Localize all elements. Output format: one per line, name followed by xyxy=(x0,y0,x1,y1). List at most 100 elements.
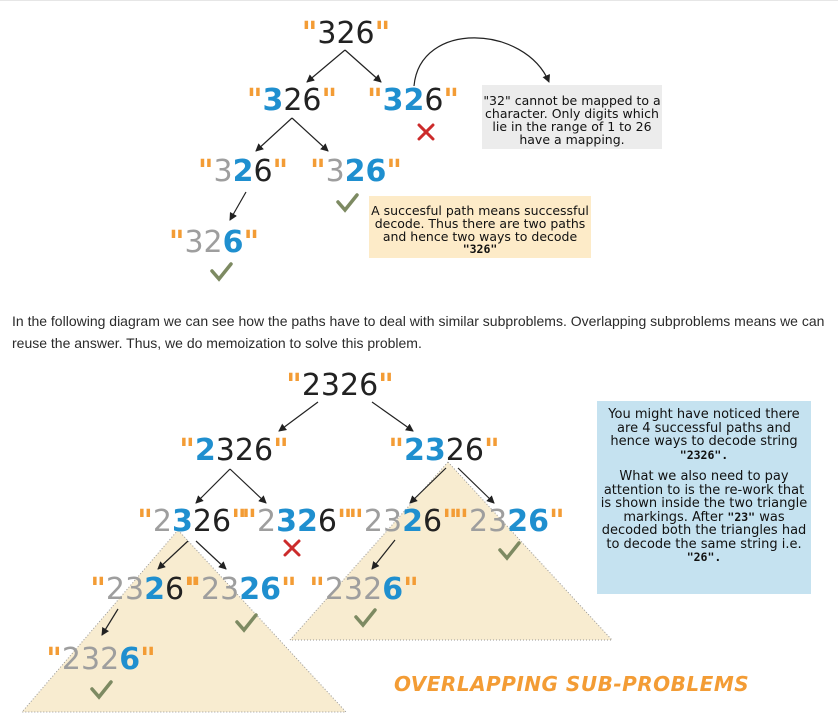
node-digit-done: 23 xyxy=(469,504,508,539)
quote-mark: " xyxy=(197,154,214,189)
tree-node: "2326" xyxy=(241,505,352,539)
quote-mark: " xyxy=(179,433,195,468)
tree-node: "2326" xyxy=(388,434,499,468)
node-digit-active: 6 xyxy=(382,572,404,607)
node-digit-done: 23 xyxy=(363,504,403,539)
tree-node: "2326" xyxy=(137,505,246,539)
cross-icon xyxy=(283,539,301,557)
note-line-code: "326" xyxy=(462,242,498,256)
node-digit-active: 6 xyxy=(222,225,244,260)
quote-mark: " xyxy=(483,433,500,468)
quote-mark: " xyxy=(273,433,289,468)
note-line-code: "26". xyxy=(686,550,722,564)
check-icon xyxy=(90,680,113,700)
note-line-code: "2326". xyxy=(679,447,729,462)
check-icon xyxy=(354,608,377,628)
curved-arrow xyxy=(413,37,550,87)
quote-mark: " xyxy=(321,83,338,118)
node-digit-active: 3 xyxy=(262,83,284,118)
node-text: 6 xyxy=(253,154,273,189)
quote-mark: " xyxy=(185,572,202,607)
note-invalid-bg xyxy=(482,85,662,149)
edge xyxy=(291,117,329,152)
node-text: 6 xyxy=(317,504,337,539)
note-line: are 4 successful paths and xyxy=(617,420,791,436)
quote-mark: " xyxy=(309,154,326,189)
note-line: hence ways to decode string xyxy=(610,434,798,449)
note-text: was xyxy=(755,509,785,525)
node-text: 6 xyxy=(424,83,444,118)
node-text: 326 xyxy=(317,16,375,51)
quote-mark: " xyxy=(403,572,419,607)
node-digit-active: 2 xyxy=(402,504,423,539)
node-text: 26 xyxy=(283,83,322,118)
note-line: and hence two ways to decode xyxy=(382,229,578,244)
quote-mark: " xyxy=(336,504,353,539)
note-line: You might have noticed there xyxy=(608,407,800,422)
node-digit-active: 2 xyxy=(144,572,165,607)
note-line: markings. After "23" was xyxy=(597,509,811,525)
quote-mark: " xyxy=(374,16,391,51)
node-text: 326 xyxy=(215,433,274,468)
node-digit-done: 2 xyxy=(257,504,277,539)
note-line: lie in the range of 1 to 26 xyxy=(492,119,652,134)
check-icon xyxy=(336,193,359,213)
node-digit-active: 26 xyxy=(344,154,387,189)
edge xyxy=(255,117,293,152)
tree-node: "2326" xyxy=(185,573,296,607)
quote-mark: " xyxy=(366,83,383,118)
check-icon xyxy=(210,262,233,282)
tree-node: "326" xyxy=(247,84,337,118)
check-icon xyxy=(235,613,258,633)
note-line: A succesful path means successful xyxy=(371,203,589,218)
quote-mark: " xyxy=(286,368,302,403)
explanation-paragraph: In the following diagram we can see how … xyxy=(12,313,825,351)
note-line: decoded both the triangles had xyxy=(601,523,807,538)
tree-node: "326" xyxy=(169,226,259,260)
quote-mark: " xyxy=(301,16,318,51)
quote-mark: " xyxy=(548,504,565,539)
node-digit-active: 32 xyxy=(382,83,425,118)
node-text: 2326 xyxy=(301,368,379,403)
node-text: 6 xyxy=(422,504,443,539)
node-digit-done: 23 xyxy=(201,572,240,607)
quote-mark: " xyxy=(168,225,185,260)
note-line: have a mapping. xyxy=(519,132,625,147)
note-line: to decode the same string i.e. xyxy=(606,536,802,552)
quote-mark: " xyxy=(231,504,247,539)
note-text: markings. After xyxy=(623,509,724,525)
overlap-triangle-left xyxy=(20,529,348,713)
edge xyxy=(371,539,396,570)
note-line: decode. Thus there are two paths xyxy=(374,216,586,231)
tree-node: "2326" xyxy=(46,643,155,677)
node-text: 26 xyxy=(445,433,484,468)
quote-mark: " xyxy=(46,642,62,677)
quote-mark: " xyxy=(443,83,460,118)
top-divider xyxy=(0,0,838,1)
node-digit-active: 6 xyxy=(119,642,141,677)
quote-mark: " xyxy=(280,572,297,607)
node-digit-active: 26 xyxy=(507,504,549,539)
tree-node: "2326" xyxy=(309,573,418,607)
node-digit-active: 3 xyxy=(172,504,193,539)
tree-node: "2326" xyxy=(179,434,288,468)
edge xyxy=(278,401,319,432)
edge xyxy=(195,468,231,504)
note-successful-path: A succesful path means successful decode… xyxy=(369,204,591,256)
note-overlap-explanation: You might have noticed there are 4 succe… xyxy=(597,408,811,565)
quote-mark: " xyxy=(453,504,470,539)
node-digit-active: 23 xyxy=(404,433,446,468)
tree-node: "326" xyxy=(367,84,459,118)
note-line: attention to is the re-work that xyxy=(603,482,805,498)
tree-node: "326" xyxy=(198,155,288,189)
note-invalid-mapping: "32" cannot be mapped to a character. On… xyxy=(482,94,662,146)
note-line: "32" cannot be mapped to a xyxy=(483,93,661,108)
quote-mark: " xyxy=(246,83,263,118)
quote-mark: " xyxy=(386,154,403,189)
node-digit-active: 2 xyxy=(194,433,216,468)
quote-mark: " xyxy=(140,642,156,677)
node-digit-done: 32 xyxy=(184,225,223,260)
quote-mark: " xyxy=(442,504,458,539)
node-digit-done: 232 xyxy=(61,642,120,677)
